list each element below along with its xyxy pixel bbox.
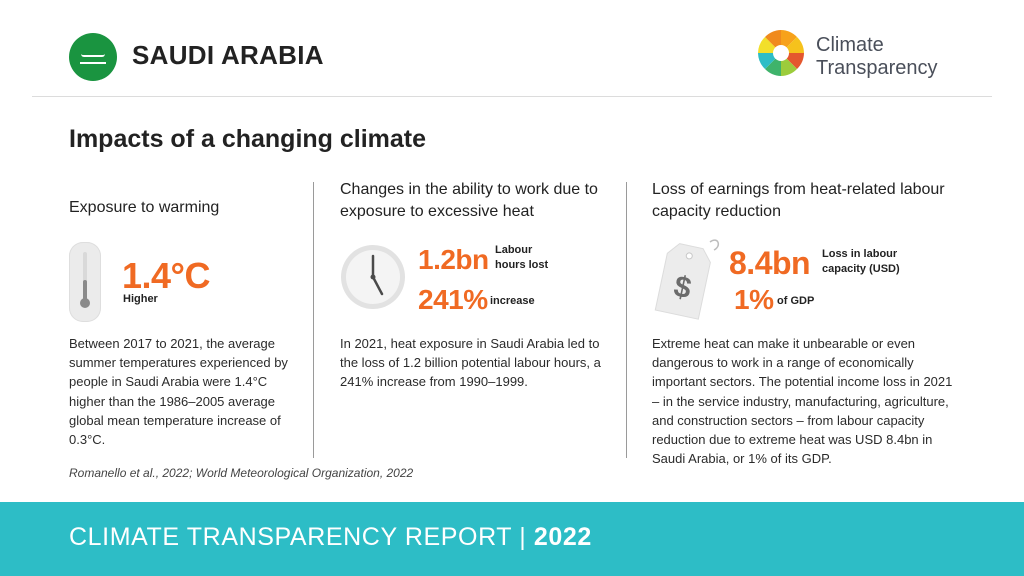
saudi-flag-icon: [69, 33, 117, 81]
section-title: Impacts of a changing climate: [69, 125, 427, 153]
col2-stat1-value: 1.2bn: [418, 244, 489, 275]
price-tag-dollar-icon: $: [654, 239, 720, 320]
column-divider-1: [313, 182, 314, 458]
country-title: SAUDI ARABIA: [132, 40, 324, 70]
footer-report-name: CLIMATE TRANSPARENCY REPORT: [69, 523, 512, 551]
climate-transparency-logo-text: Climate Transparency: [816, 34, 938, 80]
col1-body: Between 2017 to 2021, the average summer…: [69, 336, 288, 448]
footer-bar: [0, 502, 1024, 576]
thermometer-icon: [69, 242, 101, 322]
col3-stat1-value: 8.4bn: [729, 245, 811, 281]
footer-year: 2022: [533, 523, 592, 551]
logo-line-2: Transparency: [816, 57, 938, 79]
logo-line-1: Climate: [816, 34, 884, 56]
svg-text:$: $: [671, 270, 694, 306]
col1-heading: Exposure to warming: [69, 199, 220, 216]
col1-stat-label: Higher: [123, 293, 158, 305]
col2-heading: Changes in the ability to work due to ex…: [340, 181, 598, 220]
climate-transparency-logo-icon: [758, 30, 804, 76]
col1-stat-value: 1.4°C: [122, 255, 210, 296]
col3-heading: Loss of earnings from heat-related labou…: [652, 181, 945, 220]
footer-separator: |: [519, 523, 527, 551]
col2-body: In 2021, heat exposure in Saudi Arabia l…: [340, 336, 601, 390]
header-divider: [32, 96, 992, 97]
col3-stat2-label: of GDP: [777, 295, 815, 307]
col3-body: Extreme heat can make it unbearable or e…: [652, 336, 953, 467]
column-divider-2: [626, 182, 627, 458]
col3-stat1-label: Loss in labour capacity (USD): [822, 248, 900, 275]
col2-stat1-label: Labour hours lost: [495, 244, 549, 271]
clock-icon: [341, 245, 405, 309]
source-citation: Romanello et al., 2022; World Meteorolog…: [69, 466, 414, 480]
col3-stat2-value: 1%: [734, 284, 774, 315]
footer-report-title: CLIMATE TRANSPARENCY REPORT | 2022: [69, 523, 592, 552]
col2-stat2-value: 241%: [418, 284, 488, 315]
col2-stat2-label: increase: [490, 295, 535, 307]
